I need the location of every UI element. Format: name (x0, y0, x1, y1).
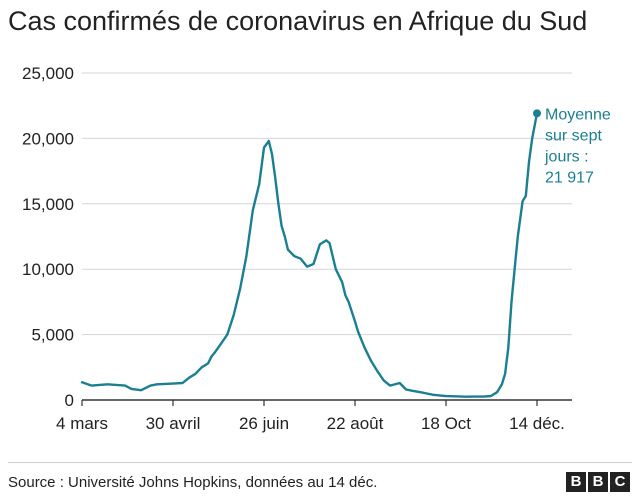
bbc-logo: B B C (566, 472, 630, 492)
x-tick-label: 18 Oct (421, 414, 471, 433)
y-tick-label: 25,000 (22, 64, 74, 83)
x-tick-label: 30 avril (146, 414, 201, 433)
x-tick-label: 4 mars (56, 414, 108, 433)
y-tick-label: 5,000 (31, 326, 74, 345)
annotation: Moyenne sur sept jours : 21 917 (544, 106, 611, 186)
annotation-line: sur sept (545, 127, 602, 144)
series-line (80, 112, 539, 398)
y-tick-label: 0 (65, 391, 74, 410)
y-tick-label: 20,000 (22, 129, 74, 148)
logo-letter: C (610, 472, 630, 492)
logo-letter: B (588, 472, 608, 492)
chart-title: Cas confirmés de coronavirus en Afrique … (8, 6, 588, 36)
logo-letter: B (566, 472, 586, 492)
x-axis: 4 mars 30 avril 26 juin 22 août 18 Oct 14 déc… (56, 399, 572, 433)
x-tick-label: 22 août (327, 414, 384, 433)
annotation-line: 21 917 (545, 169, 594, 186)
gridlines (82, 72, 572, 336)
line-chart: 0 5,000 10,000 15,000 20,000 25,000 4 mars 30 … (22, 64, 611, 433)
x-tick-label: 14 déc. (509, 414, 565, 433)
y-axis: 0 5,000 10,000 15,000 20,000 25,000 (22, 64, 74, 410)
annotation-line: jours : (544, 148, 589, 165)
end-point-marker (533, 109, 541, 118)
x-tick-label: 26 juin (239, 414, 289, 433)
y-tick-label: 15,000 (22, 195, 74, 214)
source-note: Source : Université Johns Hopkins, donné… (8, 474, 378, 491)
footer-divider (8, 462, 632, 463)
annotation-line: Moyenne (545, 106, 611, 123)
y-tick-label: 10,000 (22, 260, 74, 279)
